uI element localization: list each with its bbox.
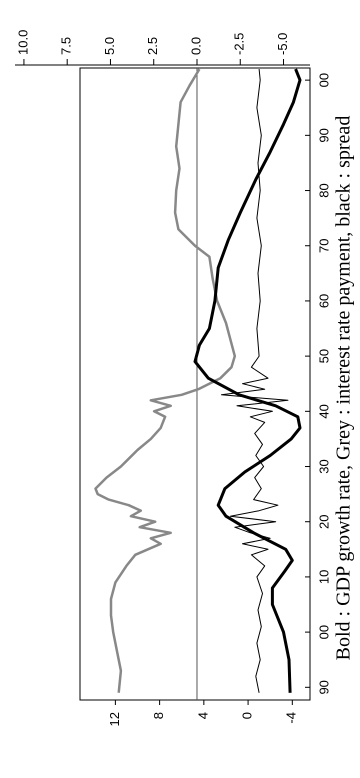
x-tick-label: 40 [316, 404, 331, 418]
plot-frame [79, 67, 311, 701]
y2-tick-label: 7.5 [59, 37, 74, 55]
y-tick-label: 0 [240, 712, 255, 719]
y-tick-label: 4 [195, 712, 210, 719]
series-line [94, 68, 237, 693]
rotated-chart: Bold : GDP growth rate, Grey : interest … [15, 30, 355, 726]
y2-tick-label: 2.5 [145, 37, 160, 55]
x-tick-label: 20 [316, 514, 331, 528]
caption: Bold : GDP growth rate, Grey : interest … [333, 116, 355, 661]
y2-tick-label: -2.5 [232, 33, 247, 55]
y2-tick-label: 10.0 [15, 30, 30, 55]
y2-tick-label: -5.0 [275, 33, 290, 55]
series-line [193, 68, 302, 693]
x-tick-label: 80 [316, 183, 331, 197]
y2-tick-label: 0.0 [188, 37, 203, 55]
y-tick-label: 8 [151, 712, 166, 719]
y-tick-label: 12 [107, 712, 122, 726]
x-tick-label: 00 [316, 625, 331, 639]
x-tick-label: 90 [316, 128, 331, 142]
series-line [221, 69, 289, 693]
x-tick-label: 30 [316, 459, 331, 473]
y-tick-label: -4 [284, 712, 299, 724]
x-tick-label: 50 [316, 349, 331, 363]
x-tick-label: 00 [316, 73, 331, 87]
x-tick-label: 90 [316, 680, 331, 694]
x-tick-label: 60 [316, 294, 331, 308]
x-tick-label: 10 [316, 570, 331, 584]
y2-tick-label: 5.0 [102, 37, 117, 55]
x-tick-label: 70 [316, 238, 331, 252]
